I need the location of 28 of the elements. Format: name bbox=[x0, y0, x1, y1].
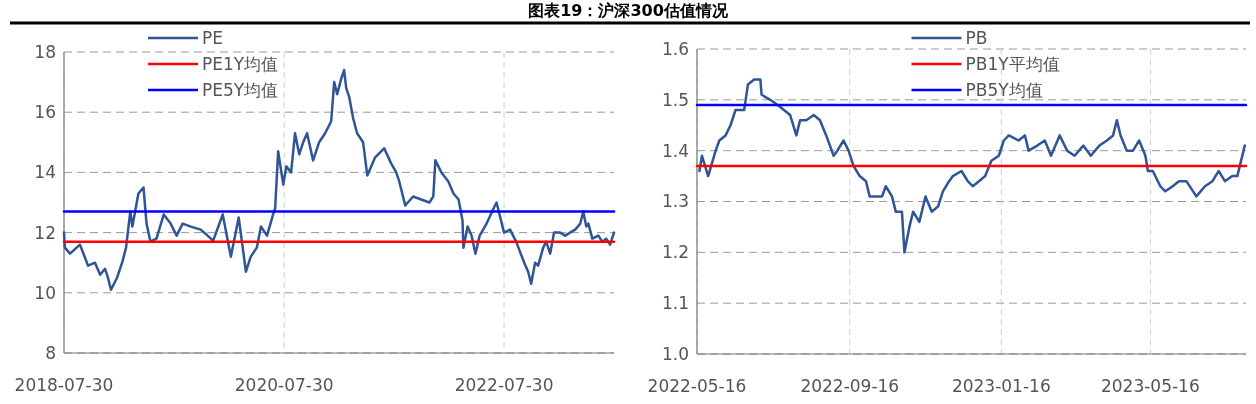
x-tick-label: 2023-01-16 bbox=[951, 376, 1051, 396]
legend-label: PE1Y均值 bbox=[202, 53, 279, 74]
y-tick-label: 1.2 bbox=[661, 242, 689, 263]
x-tick-label: 2023-05-16 bbox=[1100, 376, 1200, 396]
y-tick-label: 1.6 bbox=[661, 38, 689, 59]
y-tick-label: 14 bbox=[34, 162, 56, 183]
legend-label: PE bbox=[202, 27, 223, 48]
y-tick-label: 18 bbox=[34, 41, 56, 62]
legend-label: PB5Y均值 bbox=[965, 79, 1043, 100]
x-tick-label: 2020-07-30 bbox=[234, 375, 334, 395]
x-tick-label: 2022-05-16 bbox=[647, 376, 747, 396]
y-tick-label: 1.3 bbox=[661, 191, 689, 212]
chart-title: 图表19：沪深300估值情况 bbox=[528, 1, 729, 20]
y-tick-label: 1.4 bbox=[661, 140, 689, 161]
legend-label: PB bbox=[965, 27, 988, 48]
y-tick-label: 1.0 bbox=[661, 343, 689, 364]
y-tick-label: 1.1 bbox=[661, 293, 689, 314]
x-tick-label: 2018-07-30 bbox=[14, 375, 114, 395]
line-series bbox=[698, 78, 1247, 254]
y-tick-label: 1.5 bbox=[661, 89, 689, 110]
y-tick-label: 10 bbox=[34, 282, 56, 303]
y-tick-label: 16 bbox=[34, 102, 56, 123]
x-tick-label: 2022-07-30 bbox=[454, 375, 554, 395]
y-tick-label: 12 bbox=[34, 222, 56, 243]
legend-label: PB1Y平均值 bbox=[965, 53, 1060, 74]
y-tick-label: 8 bbox=[45, 342, 56, 363]
x-tick-label: 2022-09-16 bbox=[800, 376, 900, 396]
legend-label: PE5Y均值 bbox=[202, 79, 279, 100]
